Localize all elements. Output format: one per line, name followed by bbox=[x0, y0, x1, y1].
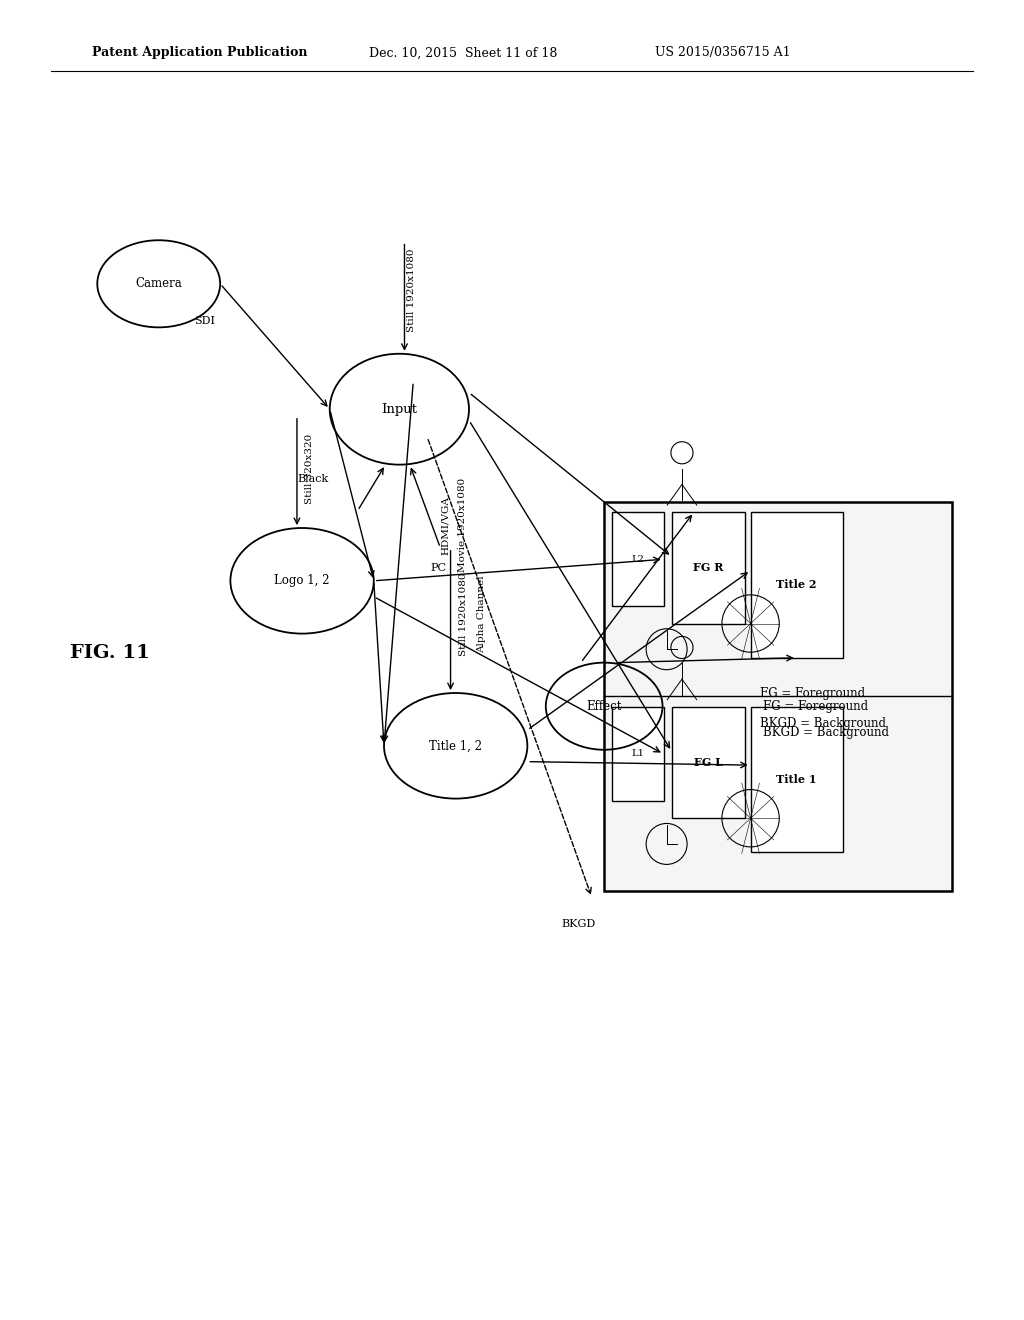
Text: Logo 1, 2: Logo 1, 2 bbox=[274, 574, 330, 587]
Text: FG R: FG R bbox=[693, 562, 724, 573]
Text: HDMI/VGA: HDMI/VGA bbox=[441, 496, 450, 554]
Text: Title 1, 2: Title 1, 2 bbox=[429, 739, 482, 752]
Text: BKGD = Background: BKGD = Background bbox=[760, 717, 886, 730]
Text: Still 1920x1080: Still 1920x1080 bbox=[460, 572, 468, 656]
Text: Still 320x320: Still 320x320 bbox=[305, 433, 313, 504]
Text: Title 1: Title 1 bbox=[776, 774, 817, 785]
Bar bbox=[612, 512, 664, 606]
Text: FIG. 11: FIG. 11 bbox=[70, 644, 150, 663]
Bar bbox=[672, 708, 745, 818]
Text: Effect: Effect bbox=[587, 700, 622, 713]
Bar bbox=[604, 502, 952, 891]
Bar bbox=[751, 512, 843, 657]
Text: L2: L2 bbox=[632, 554, 644, 564]
Text: Patent Application Publication: Patent Application Publication bbox=[92, 46, 307, 59]
Text: BKGD = Background: BKGD = Background bbox=[763, 726, 889, 739]
Bar bbox=[751, 708, 843, 853]
Text: FG = Foreground: FG = Foreground bbox=[763, 700, 868, 713]
Text: Black: Black bbox=[297, 474, 329, 484]
Text: BKGD: BKGD bbox=[561, 919, 595, 929]
Text: SDI: SDI bbox=[195, 315, 216, 326]
Text: Input: Input bbox=[381, 403, 418, 416]
Bar bbox=[672, 512, 745, 623]
Text: Title 2: Title 2 bbox=[776, 579, 817, 590]
Text: Camera: Camera bbox=[135, 277, 182, 290]
Text: FG L: FG L bbox=[694, 758, 723, 768]
Text: US 2015/0356715 A1: US 2015/0356715 A1 bbox=[655, 46, 791, 59]
Text: Movie 1920x1080: Movie 1920x1080 bbox=[459, 478, 467, 573]
Text: FG = Foreground: FG = Foreground bbox=[760, 686, 865, 700]
Text: L1: L1 bbox=[632, 750, 644, 759]
Text: Dec. 10, 2015  Sheet 11 of 18: Dec. 10, 2015 Sheet 11 of 18 bbox=[369, 46, 557, 59]
Text: PC: PC bbox=[430, 562, 446, 573]
Bar bbox=[612, 708, 664, 801]
Text: Alpha Channel: Alpha Channel bbox=[477, 576, 485, 652]
Text: Still 1920x1080: Still 1920x1080 bbox=[408, 248, 416, 333]
